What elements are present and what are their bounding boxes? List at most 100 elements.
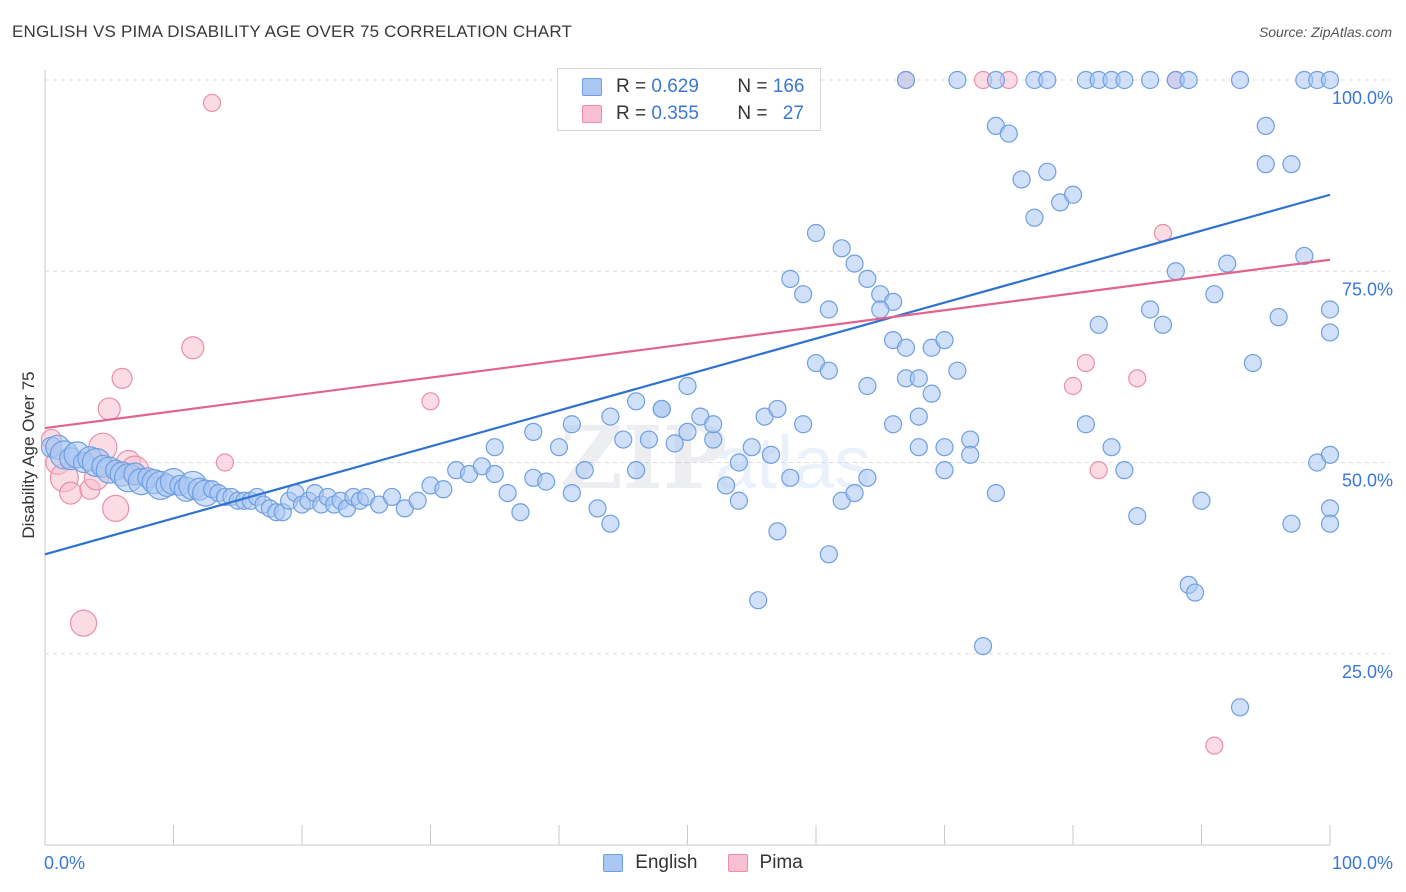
english-point	[382, 487, 402, 507]
pima-point	[181, 336, 205, 360]
english-point	[729, 453, 749, 472]
english-point	[1256, 155, 1275, 174]
english-point	[819, 361, 838, 380]
english-point	[781, 468, 800, 487]
english-point	[858, 468, 877, 487]
english-point	[935, 461, 954, 480]
english-point	[999, 124, 1018, 143]
english-point	[883, 415, 903, 434]
pima-point	[59, 481, 83, 505]
english-point	[896, 338, 916, 357]
english-point	[498, 484, 517, 503]
pima-point	[1076, 353, 1095, 373]
trend-lines	[44, 193, 1331, 556]
pima-point	[69, 609, 98, 637]
english-point	[601, 407, 620, 426]
pima-legend-swatch	[727, 854, 748, 872]
english-point	[845, 254, 864, 273]
english-point	[845, 484, 864, 503]
english-point	[1282, 155, 1301, 174]
english-point	[704, 415, 723, 434]
x-tick-label-min: 0.0%	[44, 853, 85, 873]
english-point	[408, 491, 427, 510]
pima-trend-line	[44, 258, 1331, 430]
english-point	[614, 430, 633, 449]
legend-row-english: R = 0.629 N = 166	[582, 75, 804, 99]
english-point	[1295, 246, 1314, 266]
english-point	[1179, 70, 1198, 90]
y-tick-label: 75.0%	[1342, 279, 1393, 299]
english-point	[935, 331, 954, 350]
pima-point	[1205, 736, 1224, 755]
english-point	[794, 415, 813, 434]
english-point	[1230, 70, 1250, 90]
english-point	[1269, 308, 1288, 327]
english-point	[704, 430, 723, 449]
english-point	[434, 480, 453, 499]
english-point	[781, 269, 800, 288]
english-point	[1038, 162, 1057, 181]
pima-point	[97, 397, 121, 421]
english-point	[1102, 438, 1121, 457]
english-point	[986, 484, 1006, 503]
english-point	[1166, 262, 1185, 281]
pima-point	[421, 392, 440, 411]
english-point	[1320, 514, 1340, 533]
english-point	[922, 384, 941, 403]
pima-point	[102, 494, 130, 522]
english-point	[935, 438, 954, 457]
english-point	[511, 503, 530, 522]
english-legend-label: English	[635, 852, 698, 873]
english-point	[1320, 499, 1340, 518]
n-label: N =	[737, 103, 768, 124]
english-point	[524, 422, 543, 441]
series-legend: English Pima	[0, 852, 1406, 874]
english-point	[1115, 70, 1134, 90]
english-point	[678, 376, 697, 396]
y-axis-label: Disability Age Over 75	[19, 371, 38, 538]
r-label: R =	[616, 76, 647, 97]
english-point	[1025, 208, 1044, 227]
y-tick-label: 25.0%	[1342, 662, 1393, 682]
english-point	[716, 476, 736, 495]
english-point	[768, 399, 787, 419]
english-point	[909, 407, 928, 426]
pima-point	[1063, 376, 1083, 396]
x-tick-label-max: 100.0%	[1332, 853, 1393, 873]
english-point	[485, 464, 504, 484]
english-point	[1063, 185, 1083, 204]
legend-item-pima: Pima	[727, 852, 803, 874]
english-point	[1320, 300, 1340, 319]
english-point	[626, 392, 646, 411]
english-point	[749, 591, 768, 610]
english-trend-line	[44, 193, 1331, 556]
pima-point	[215, 453, 234, 472]
english-point	[729, 491, 749, 510]
n-value: 166	[772, 76, 805, 97]
english-point	[639, 430, 659, 449]
english-point	[948, 70, 967, 90]
chart-title: ENGLISH VS PIMA DISABILITY AGE OVER 75 C…	[12, 22, 573, 41]
legend-item-english: English	[603, 852, 698, 874]
english-point	[1192, 491, 1211, 510]
pima-point	[1128, 369, 1147, 388]
y-tick-label: 100.0%	[1332, 88, 1393, 108]
axes	[44, 70, 1331, 846]
english-point	[768, 522, 787, 541]
english-point	[1320, 323, 1340, 342]
pima-legend-label: Pima	[759, 852, 803, 873]
english-legend-swatch	[603, 854, 624, 872]
english-point	[794, 285, 813, 304]
english-point	[1320, 70, 1340, 90]
english-point	[665, 434, 684, 453]
english-point	[588, 499, 607, 518]
english-point	[575, 461, 594, 480]
english-point	[1012, 170, 1031, 189]
pima-swatch	[582, 105, 602, 123]
english-point	[1115, 461, 1134, 480]
english-points	[40, 70, 1340, 717]
english-point	[1320, 445, 1340, 464]
english-point	[961, 445, 980, 464]
english-point	[1243, 353, 1263, 373]
english-point	[1128, 506, 1147, 526]
